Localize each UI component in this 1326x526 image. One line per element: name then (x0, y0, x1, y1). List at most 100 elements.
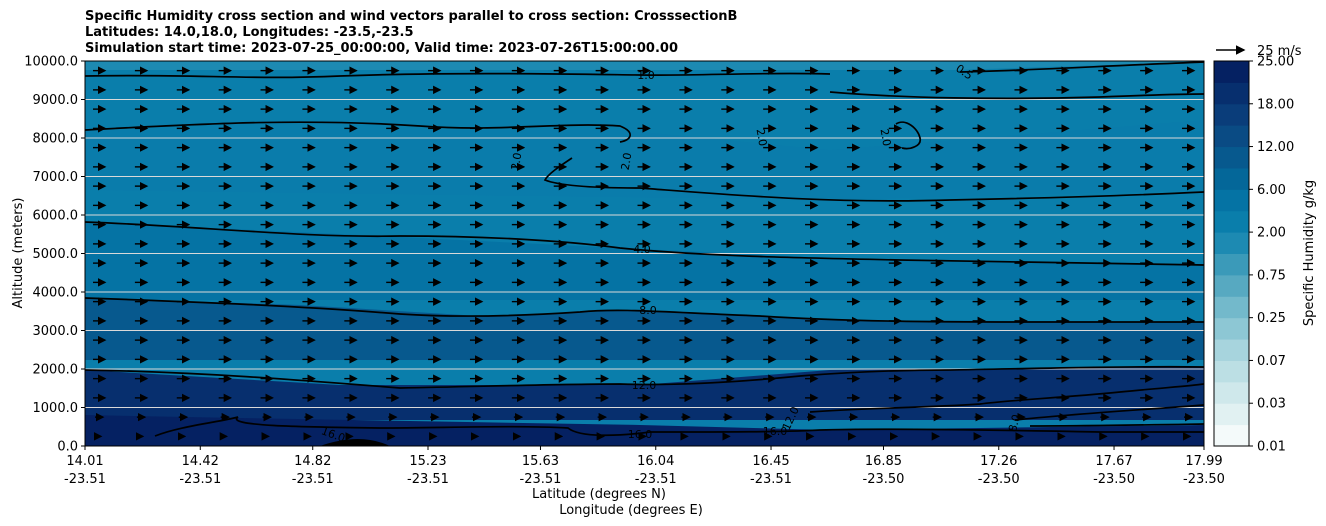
colorbar (1214, 61, 1249, 447)
chart-subtitle-coords: Latitudes: 14.0,18.0, Longitudes: -23.5,… (85, 25, 414, 40)
colorbar-tick-label: 0.25 (1257, 311, 1286, 326)
x-axis-label: Latitude (degrees N) (532, 487, 666, 502)
contour-2-0-loop (895, 121, 921, 150)
contour-0-5 (959, 61, 1204, 73)
band-1 (85, 61, 1204, 70)
colorbar-segment (1214, 253, 1249, 276)
colorbar-segment (1214, 125, 1249, 148)
colorbar-tick-label: 18.00 (1257, 97, 1294, 112)
colorbar-segment (1214, 296, 1249, 319)
y-tick-label: 2000.0 (33, 363, 79, 378)
y-tick-label: 0.0 (57, 440, 78, 455)
contour-1-0 (85, 72, 831, 79)
colorbar-segment (1214, 360, 1249, 383)
x-tick-label-lat: 16.04 (637, 454, 674, 469)
contour-2-0 (85, 121, 631, 143)
band-5 (85, 298, 1204, 360)
x-tick-label-lon: -23.50 (1093, 472, 1135, 487)
y-tick-label: 3000.0 (33, 324, 79, 339)
colorbar-frame (1213, 60, 1250, 447)
colorbar-tick-label: 25.00 (1257, 55, 1294, 70)
contour-12-0 (85, 365, 1204, 389)
contour-8-0-right (1014, 404, 1204, 421)
x-tick-label-lat: 15.23 (409, 454, 446, 469)
y-tick-label: 1000.0 (33, 401, 79, 416)
contour-4-0 (85, 221, 1204, 266)
x-tick-label-lat: 14.82 (294, 454, 331, 469)
x-tick-label-lat: 16.45 (752, 454, 789, 469)
colorbar-segment (1214, 146, 1249, 169)
y-tick-label: 10000.0 (24, 55, 78, 70)
contour-label-1-0: 1.0 (637, 69, 655, 82)
colorbar-segment (1214, 210, 1249, 233)
y-axis: 0.0 1000.0 2000.0 3000.0 4000.0 5000.0 6000.0 7… (24, 55, 85, 455)
contour-label-2-0-b: 2.0 (619, 152, 635, 171)
colorbar-segment (1214, 82, 1249, 105)
terrain-bump (320, 439, 390, 446)
x-axis-label-longitude: Longitude (degrees E) (559, 503, 703, 518)
colorbar-label: Specific Humidity g/kg (1302, 180, 1317, 326)
y-tick-label: 5000.0 (33, 247, 79, 262)
y-axis-label: Altitude (meters) (11, 198, 26, 309)
colorbar-tick-label: 6.00 (1257, 183, 1286, 198)
y-tick-label: 9000.0 (33, 93, 79, 108)
colorbar-tick-label: 0.01 (1257, 440, 1286, 455)
x-tick-label-lon: -23.50 (863, 472, 905, 487)
x-tick-label-lon: -23.51 (64, 472, 106, 487)
colorbar-segment (1214, 317, 1249, 340)
contour-8-0 (85, 297, 1204, 323)
contour-12-0-lower (809, 383, 1204, 413)
contour-lines (85, 61, 1204, 437)
band-2 (85, 62, 1204, 130)
colorbar-tick-label: 2.00 (1257, 226, 1286, 241)
y-tick-label: 7000.0 (33, 170, 79, 185)
y-tick-label: 6000.0 (33, 209, 79, 224)
contour-16-0 (154, 416, 1204, 437)
colorbar-segment (1214, 61, 1249, 83)
contour-2-0-mid (543, 157, 1204, 202)
x-tick-label-lat: 14.42 (182, 454, 219, 469)
plot-area: 0.5 1.0 2.0 2.0 2.0 2.0 4.0 8.0 12.0 12.… (85, 61, 1204, 446)
contour-label-8-0: 8.0 (639, 304, 657, 317)
contour-label-2-0-a: 2.0 (509, 152, 525, 171)
contour-label-16-0: 16.0 (628, 428, 653, 441)
x-tick-label-lat: 17.26 (980, 454, 1017, 469)
x-tick-label-lon: -23.51 (520, 472, 562, 487)
x-tick-label-lat: 16.85 (865, 454, 902, 469)
contour-16-0-right (1029, 423, 1204, 427)
contour-label-2-0-d: 2.0 (878, 128, 894, 147)
colorbar-segment (1214, 232, 1249, 254)
contour-label-2-0-c: 2.0 (754, 128, 770, 147)
contour-label-12-0: 12.0 (632, 379, 657, 392)
band-3 (85, 120, 1204, 200)
colorbar-segment (1214, 189, 1249, 212)
grid-lines (85, 99, 1204, 408)
wind-vectors (93, 66, 1196, 441)
x-tick-label-lon: -23.51 (292, 472, 334, 487)
x-tick-label-lon: -23.51 (407, 472, 449, 487)
wind-key-label: 25 m/s (1257, 44, 1302, 59)
colorbar-segment (1214, 274, 1249, 297)
x-axis: 14.01 -23.51 14.42 -23.51 14.82 -23.51 15.23 -2… (64, 446, 1225, 487)
colorbar-segment (1214, 403, 1249, 426)
x-tick-label-lon: -23.51 (750, 472, 792, 487)
x-tick-label-lon: -23.50 (978, 472, 1020, 487)
y-tick-label: 8000.0 (33, 132, 79, 147)
x-tick-label-lat: 14.01 (66, 454, 103, 469)
contour-label-8-0-b: 8.0 (1006, 413, 1023, 433)
colorbar-segment (1214, 424, 1249, 447)
x-tick-label-lat: 17.67 (1095, 454, 1132, 469)
colorbar-tick-label: 0.03 (1257, 397, 1286, 412)
colorbar-ticks: 0.01 0.03 0.07 0.25 0.75 2.00 6.00 12.00 18.00 25… (1249, 55, 1294, 455)
colorbar-tick-label: 12.00 (1257, 140, 1294, 155)
band-7 (85, 415, 1204, 446)
contour-label-4-0: 4.0 (633, 243, 651, 256)
chart-title: Specific Humidity cross section and wind… (85, 9, 738, 24)
colorbar-segment (1214, 339, 1249, 361)
colorbar-segment (1214, 381, 1249, 404)
x-tick-label-lon: -23.50 (1183, 472, 1225, 487)
x-tick-label-lat: 15.63 (522, 454, 559, 469)
colorbar-tick-label: 0.07 (1257, 354, 1286, 369)
contour-1-0-right (829, 91, 1204, 100)
